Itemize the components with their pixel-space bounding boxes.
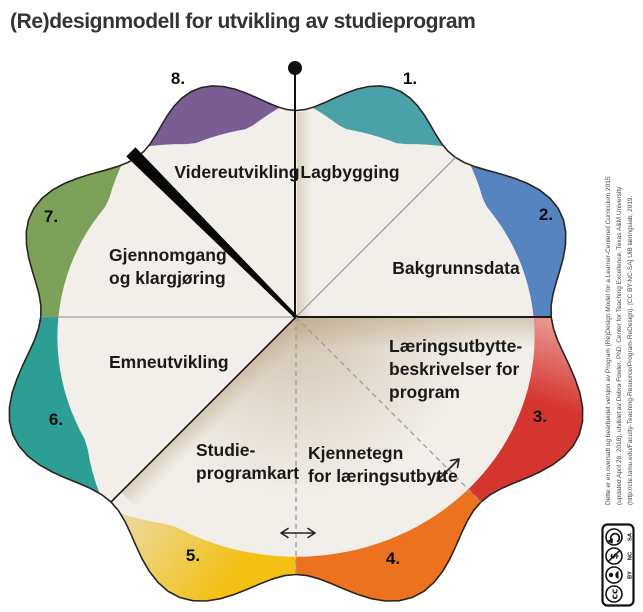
by-person-icon <box>605 566 623 584</box>
sector-number-3: 3. <box>533 407 547 426</box>
divider-5-6 <box>110 316 297 503</box>
center-shadow <box>147 317 506 527</box>
label-laringsutbytte-3: program <box>389 382 460 402</box>
svg-text:SA: SA <box>628 532 634 541</box>
attribution-text: Dette er en oversatt og bearbeidet versj… <box>603 167 639 505</box>
clock-hand-wedge <box>126 147 298 319</box>
sector-arc-1 <box>296 85 473 151</box>
divider-1-2 <box>295 157 456 318</box>
label-bakgrunnsdata: Bakgrunnsdata <box>392 258 520 278</box>
shade-band-diagonal <box>121 317 314 510</box>
diagonal-resize-arrow <box>436 458 460 482</box>
label-emneutvikling: Emneutvikling <box>109 352 229 372</box>
svg-text:cc: cc <box>611 589 621 600</box>
nc-dollar-icon <box>605 547 623 565</box>
start-dot <box>288 61 302 75</box>
sector-number-6: 6. <box>49 410 63 429</box>
label-laringsutbytte-1: Læringsutbytte- <box>389 336 522 356</box>
shade-band-right <box>296 318 546 348</box>
svg-text:BY: BY <box>628 571 634 579</box>
sector-arc-8 <box>119 85 296 151</box>
shade-band-top <box>297 112 312 317</box>
arrow-layer <box>280 458 460 539</box>
label-kjennetegn-2: for læringsutbytte <box>308 466 458 486</box>
label-lagbygging: Lagbygging <box>300 162 399 182</box>
sector-number-4: 4. <box>386 549 400 568</box>
sector-number-1: 1. <box>403 69 417 88</box>
sa-arrow-icon <box>605 528 623 546</box>
wheel-outline <box>8 85 584 602</box>
label-studieprogramkart-1: Studie- <box>196 440 255 460</box>
label-kjennetegn-1: Kjennetegn <box>308 443 403 463</box>
label-gjennomgang-2: og klargjøring <box>109 268 226 288</box>
sector-number-8: 8. <box>171 69 185 88</box>
sector-number-2: 2. <box>539 205 553 224</box>
svg-text:NC: NC <box>628 551 634 560</box>
label-videreutvikling: Videreutvikling <box>174 162 299 182</box>
cc-by-nc-sa-badge: cc $ BY NC SA <box>601 523 637 607</box>
label-studieprogramkart-2: programkart <box>196 463 299 483</box>
attribution-line-2: (updated April 26, 2018), utviklet av De… <box>616 186 623 505</box>
attribution-line-3: (http://cte.tamu.edu/Faculty-Teaching-Re… <box>627 195 634 505</box>
attribution-line-1: Dette er en oversatt og bearbeidet versj… <box>605 176 612 505</box>
page-title: (Re)designmodell for utvikling av studie… <box>10 10 476 33</box>
label-laringsutbytte-2: beskrivelser for <box>389 359 520 379</box>
sector-number-7: 7. <box>44 207 58 226</box>
divider-3-4-dashed <box>295 316 482 503</box>
sector-number-5: 5. <box>186 546 200 565</box>
label-gjennomgang-1: Gjennomgang <box>109 245 227 265</box>
cc-icon <box>605 585 623 603</box>
horizontal-resize-arrow <box>280 527 316 539</box>
